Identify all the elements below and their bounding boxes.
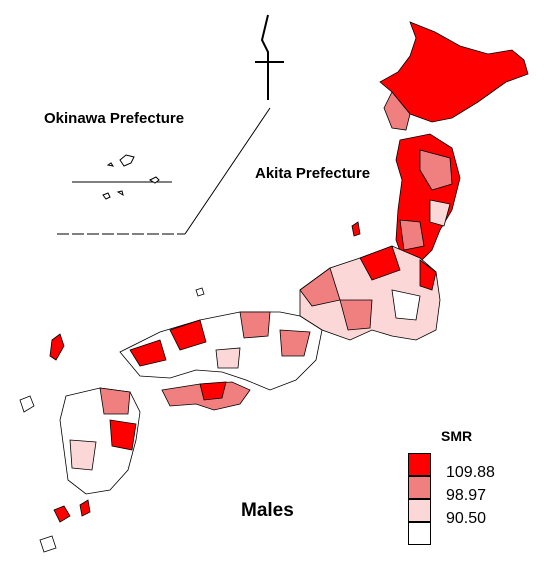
legend-swatch-high — [408, 453, 431, 476]
region-honshu-central — [299, 245, 441, 341]
okinawa-inset — [57, 107, 271, 235]
okinawa-prefecture-label: Okinawa Prefecture — [44, 110, 185, 127]
legend-value-high: 109.88 — [446, 464, 495, 481]
legend-value-low: 90.50 — [446, 510, 487, 527]
legend-title: SMR — [441, 428, 473, 444]
region-tohoku — [395, 133, 461, 263]
legend-swatch-lowest — [408, 522, 431, 545]
legend-value-mid: 98.97 — [446, 487, 487, 504]
north-arrow-icon — [255, 14, 284, 100]
smr-legend: SMR 109.88 98.97 90.50 — [408, 428, 528, 546]
region-shikoku — [161, 381, 251, 411]
sex-label: Males — [241, 500, 294, 521]
legend-swatch-mid — [408, 476, 431, 499]
region-kyushu — [59, 387, 141, 495]
region-hokkaido — [379, 21, 529, 131]
akita-prefecture-label: Akita Prefecture — [255, 165, 371, 182]
region-honshu-west — [119, 311, 323, 391]
region-islands — [19, 221, 361, 553]
legend-swatch-low — [408, 499, 431, 522]
